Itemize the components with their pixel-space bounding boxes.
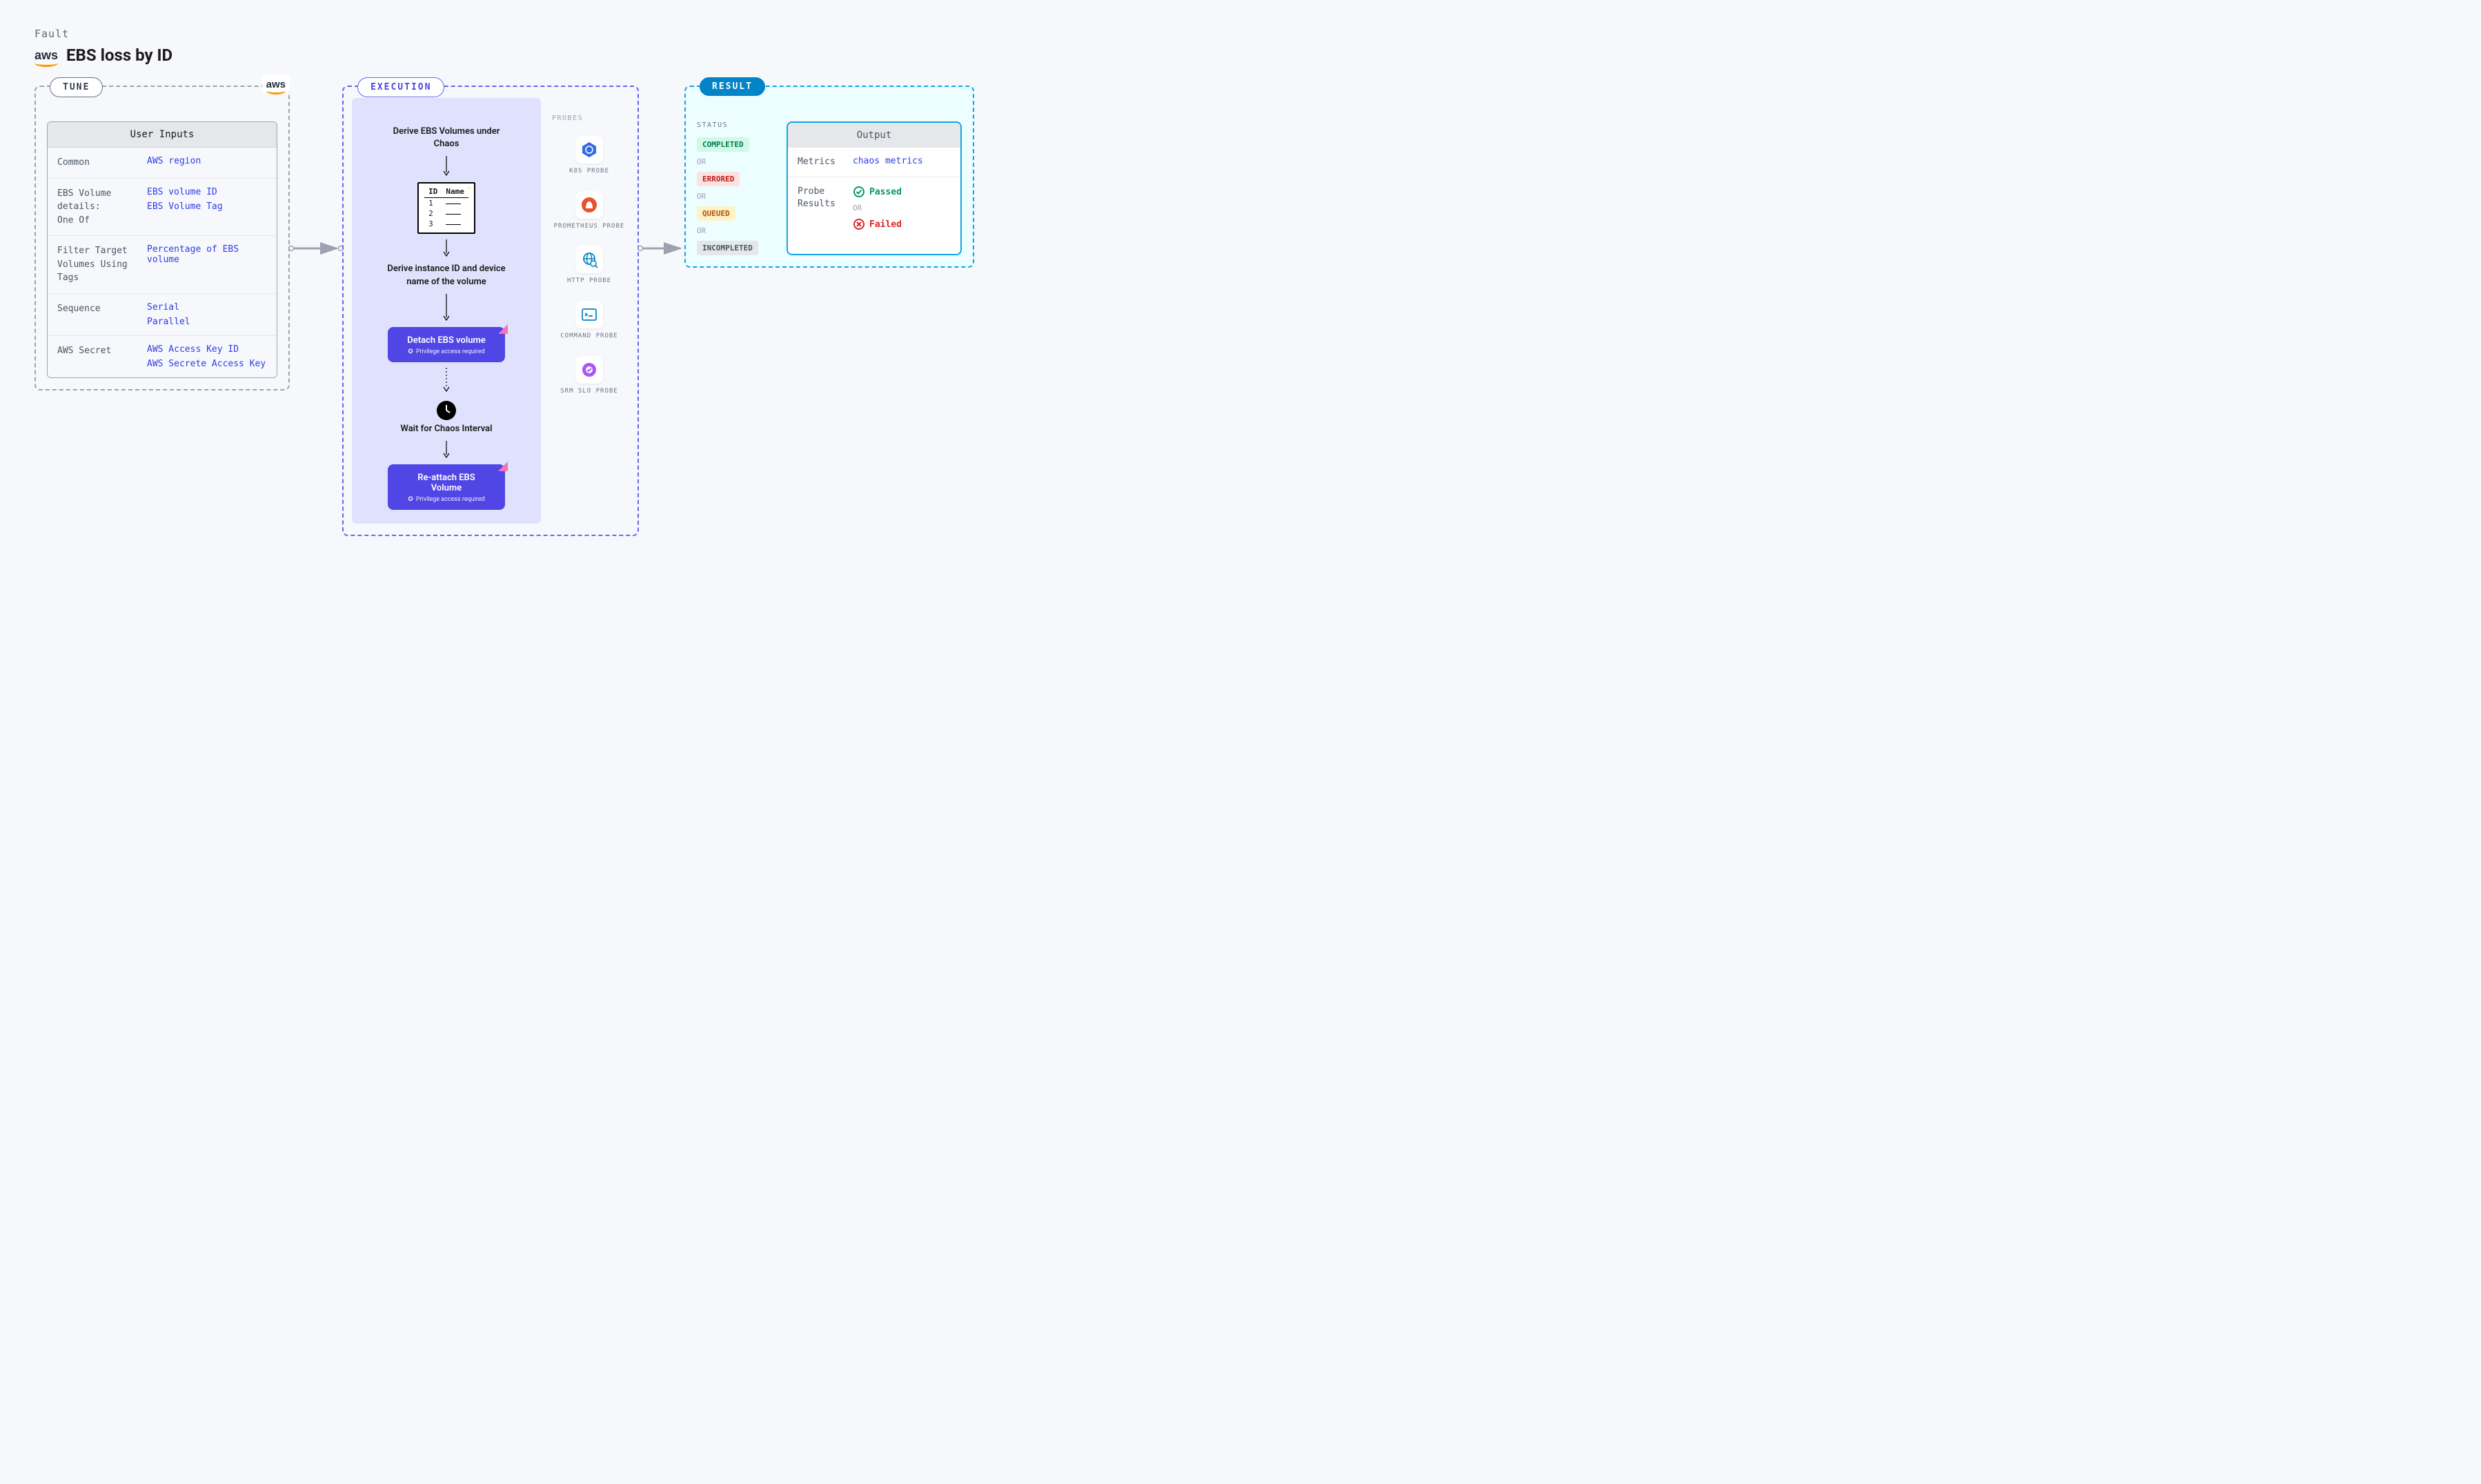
corner-decoration-icon: [498, 324, 508, 334]
exec-step-derive-volumes: Derive EBS Volumes under Chaos: [384, 126, 508, 150]
input-value: AWS Secrete Access Key: [147, 359, 266, 369]
status-badge: COMPLETED: [697, 137, 749, 152]
probe-item: SRM SLO PROBE: [560, 356, 617, 396]
connector-arrow-2: [637, 241, 686, 255]
flow-arrow-icon: [442, 239, 451, 257]
connector-arrow-1: [288, 241, 344, 255]
result-failed: Failed: [853, 218, 902, 230]
user-inputs-card: User Inputs Common AWS region EBS Volume d…: [47, 121, 277, 378]
or-label: OR: [697, 157, 773, 166]
input-value: Serial: [147, 302, 190, 313]
input-value: Percentage of EBS volume: [147, 244, 267, 265]
input-label: Filter Target Volumes Using Tags: [57, 244, 140, 285]
probe-item: HTTP PROBE: [567, 246, 611, 286]
ebs-table: ⌣ ID Name 1 2 3: [417, 182, 475, 234]
flow-arrow-dotted-icon: [442, 368, 451, 393]
aws-logo-icon: aws: [34, 48, 58, 63]
flow-arrow-icon: [442, 156, 451, 177]
check-circle-icon: [853, 186, 865, 198]
status-badge: ERRORED: [697, 172, 740, 186]
input-value: AWS Access Key ID: [147, 344, 266, 355]
exec-step-derive-instance: Derive instance ID and device name of th…: [384, 263, 508, 288]
status-title: STATUS: [697, 121, 773, 129]
output-header: Output: [788, 123, 960, 148]
probe-item: PROMETHEUS PROBE: [554, 191, 625, 231]
input-label: AWS Secret: [57, 344, 140, 369]
probe-item: K8S PROBE: [569, 136, 609, 176]
cmd-probe-icon: [575, 301, 603, 328]
input-value: AWS region: [147, 156, 201, 166]
slo-probe-icon: [575, 356, 603, 384]
flow-arrow-icon: [442, 441, 451, 459]
execution-panel: EXECUTION Derive EBS Volumes under Chaos…: [342, 86, 639, 536]
status-badge: QUEUED: [697, 206, 735, 221]
probe-label: SRM SLO PROBE: [560, 388, 617, 396]
input-row: EBS Volume details: One Of EBS volume ID E…: [48, 179, 277, 237]
or-label: OR: [853, 204, 902, 212]
probe-label: PROMETHEUS PROBE: [554, 223, 625, 231]
tune-tag: TUNE: [50, 77, 103, 97]
input-row: Common AWS region: [48, 148, 277, 179]
probes-title: PROBES: [548, 115, 583, 122]
fault-label: Fault: [34, 28, 2447, 40]
diagram-panels: TUNE aws User Inputs CommonAWS regionEBS…: [34, 86, 2447, 536]
clock-icon: [437, 401, 456, 420]
flow-arrow-icon: [442, 294, 451, 321]
status-badge: INCOMPLETED: [697, 241, 758, 255]
aws-badge-icon: aws: [262, 75, 290, 93]
action-detach: Detach EBS volume Privilege access requi…: [388, 327, 505, 362]
result-tag: RESULT: [700, 77, 765, 96]
metrics-value: chaos metrics: [853, 156, 923, 166]
execution-tag: EXECUTION: [357, 77, 444, 97]
page-title: EBS loss by ID: [66, 46, 172, 65]
user-inputs-header: User Inputs: [48, 122, 277, 148]
input-value: Parallel: [147, 317, 190, 327]
k8s-probe-icon: [575, 136, 603, 164]
status-column: STATUS COMPLETED OR ERRORED OR QUEUED OR INCOM…: [697, 121, 773, 255]
probes-column: PROBES K8S PROBE PROMETHEUS PROBE HTTP PRO…: [541, 98, 637, 524]
probe-label: K8S PROBE: [569, 168, 609, 176]
x-circle-icon: [853, 218, 865, 230]
http-probe-icon: [575, 246, 603, 273]
input-value: EBS Volume Tag: [147, 201, 223, 212]
corner-decoration-icon: [498, 462, 508, 471]
or-label: OR: [697, 226, 773, 235]
metrics-label: Metrics: [798, 156, 846, 168]
result-passed: Passed: [853, 186, 902, 198]
input-row: Sequence Serial Parallel: [48, 294, 277, 336]
input-value: EBS volume ID: [147, 187, 223, 197]
probe-label: HTTP PROBE: [567, 277, 611, 286]
execution-flow: Derive EBS Volumes under Chaos ⌣ ID Name…: [352, 98, 541, 524]
header: Fault aws EBS loss by ID: [34, 28, 2447, 65]
input-label: EBS Volume details: One Of: [57, 187, 140, 228]
probe-results-label: Probe Results: [798, 186, 846, 210]
prom-probe-icon: [575, 191, 603, 219]
tune-panel: TUNE aws User Inputs CommonAWS regionEBS…: [34, 86, 290, 390]
aws-mini-icon: ⌣: [467, 185, 471, 192]
or-label: OR: [697, 192, 773, 201]
action-reattach: Re-attach EBS Volume Privilege access re…: [388, 464, 505, 510]
probe-label: COMMAND PROBE: [560, 333, 617, 341]
input-label: Sequence: [57, 302, 140, 327]
probe-item: COMMAND PROBE: [560, 301, 617, 341]
input-row: Filter Target Volumes Using Tags Percenta…: [48, 236, 277, 294]
output-card: Output Metrics chaos metrics Probe Resul…: [787, 121, 962, 255]
input-row: AWS Secret AWS Access Key ID AWS Secrete A…: [48, 336, 277, 377]
result-panel: RESULT STATUS COMPLETEDORERROREDORQUEUED…: [684, 86, 974, 268]
input-label: Common: [57, 156, 140, 170]
exec-step-wait: Wait for Chaos Interval: [401, 423, 493, 435]
